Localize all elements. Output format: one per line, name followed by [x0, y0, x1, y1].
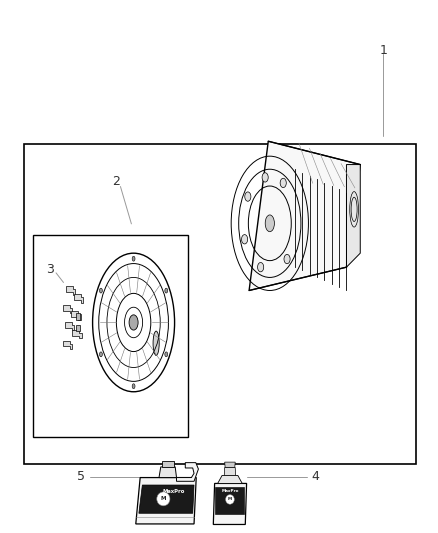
Text: 3: 3 — [46, 263, 54, 276]
Ellipse shape — [153, 331, 159, 356]
Ellipse shape — [262, 173, 268, 182]
Ellipse shape — [165, 352, 168, 357]
Ellipse shape — [132, 256, 135, 261]
Polygon shape — [65, 322, 74, 330]
Polygon shape — [225, 462, 235, 467]
Bar — [75, 313, 80, 320]
Text: 2: 2 — [112, 175, 120, 188]
Ellipse shape — [99, 352, 102, 357]
Polygon shape — [346, 165, 360, 267]
Text: MaxPro: MaxPro — [162, 489, 185, 495]
Ellipse shape — [265, 215, 274, 232]
Polygon shape — [249, 141, 360, 290]
Bar — [75, 325, 80, 332]
Polygon shape — [224, 467, 236, 475]
Ellipse shape — [99, 288, 102, 293]
Ellipse shape — [165, 288, 168, 293]
Ellipse shape — [245, 192, 251, 201]
Polygon shape — [66, 286, 75, 295]
Ellipse shape — [241, 235, 247, 244]
Ellipse shape — [258, 262, 264, 272]
Ellipse shape — [284, 254, 290, 264]
Polygon shape — [136, 478, 196, 524]
Ellipse shape — [129, 315, 138, 330]
Text: 1: 1 — [379, 44, 387, 57]
Bar — [24, 144, 416, 464]
Text: 5: 5 — [77, 470, 85, 483]
Text: 4: 4 — [311, 470, 319, 483]
Polygon shape — [74, 294, 83, 303]
Text: M: M — [161, 496, 166, 502]
Polygon shape — [177, 463, 198, 481]
Ellipse shape — [132, 384, 135, 389]
Polygon shape — [215, 487, 244, 514]
Polygon shape — [63, 341, 72, 349]
Polygon shape — [159, 467, 177, 478]
Text: MaxPro: MaxPro — [221, 489, 239, 494]
Ellipse shape — [226, 495, 234, 504]
Text: M: M — [228, 497, 232, 502]
Polygon shape — [162, 461, 174, 467]
Bar — [33, 235, 188, 437]
Polygon shape — [63, 305, 72, 313]
Polygon shape — [218, 475, 242, 483]
Ellipse shape — [157, 492, 170, 506]
Ellipse shape — [280, 178, 286, 188]
Polygon shape — [213, 483, 247, 524]
Polygon shape — [71, 311, 81, 320]
Polygon shape — [72, 330, 82, 338]
Polygon shape — [139, 485, 194, 513]
